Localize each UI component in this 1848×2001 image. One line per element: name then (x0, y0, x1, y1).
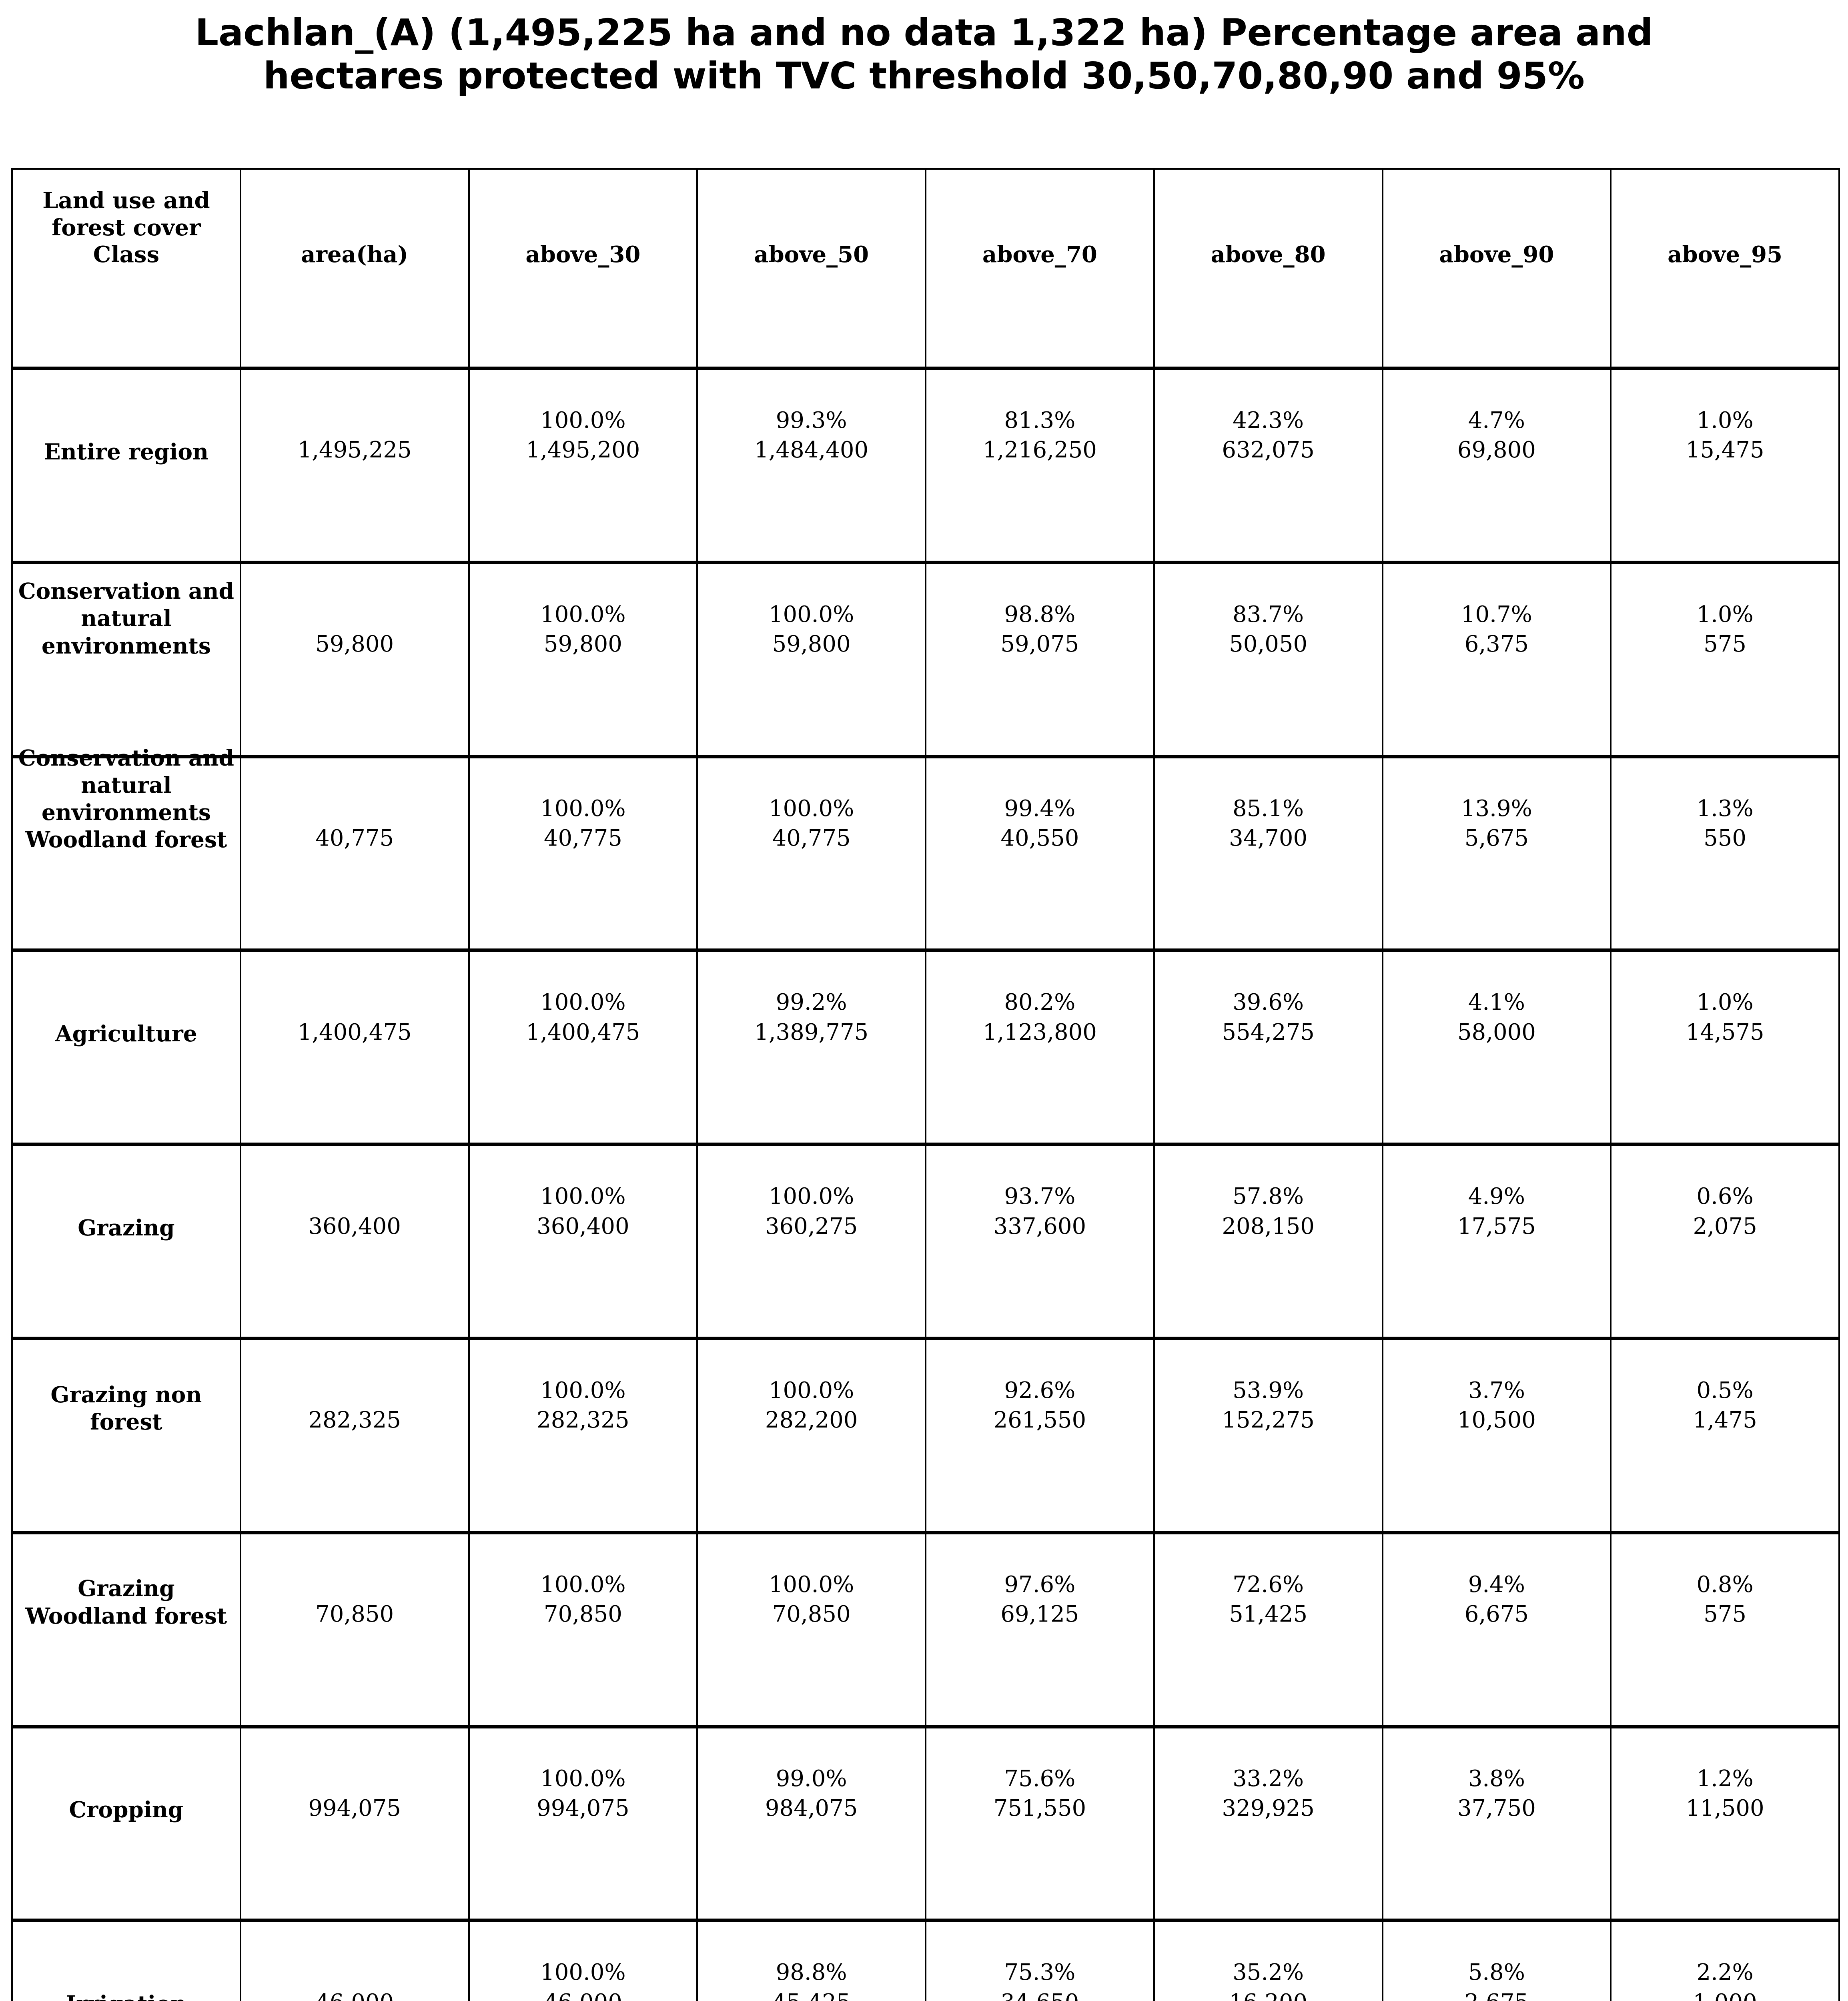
value-cell: 100.0% 1,400,475 (470, 952, 698, 1143)
value-cell: 10.7% 6,375 (1383, 564, 1612, 755)
value-cell: 3.8% 37,750 (1383, 1728, 1612, 1919)
area-cell: 1,400,475 (241, 952, 470, 1143)
area-cell: 40,775 (241, 758, 470, 949)
value-cell: 1.2% 11,500 (1686, 1765, 1764, 1822)
value-cell: 92.6% 261,550 (926, 1340, 1155, 1531)
value-cell: 85.1% 34,700 (1155, 758, 1383, 949)
header-cell: above_95 (1668, 241, 1783, 268)
value-cell: 100.0% 282,325 (470, 1340, 698, 1531)
value-cell: 100.0%46,000 (470, 1922, 698, 2001)
area-cell: 46,000 (241, 1922, 470, 2001)
page-title-line1: Lachlan_(A) (1,495,225 ha and no data 1,… (195, 11, 1653, 54)
value-cell: 97.6% 69,125 (926, 1534, 1155, 1725)
value-cell: 100.0% 70,850 (470, 1534, 698, 1725)
row-label-cell: Entire region (13, 370, 241, 561)
table-row: Conservation and natural environments Wo… (13, 745, 1838, 952)
value-cell: 99.0% 984,075 (698, 1728, 926, 1919)
header-cell: above_30 (470, 170, 698, 367)
value-cell: 1.0% 575 (1696, 601, 1754, 658)
header-cell: above_90 (1383, 170, 1612, 367)
value-cell: 1.0% 15,475 (1686, 407, 1764, 463)
value-cell: 100.0% 360,400 (470, 1146, 698, 1337)
table-row: Conservation and natural environments 59,… (13, 564, 1838, 758)
value-cell: 100.0% 360,275 (698, 1146, 926, 1337)
value-cell: 93.7% 337,600 (926, 1146, 1155, 1337)
value-cell: 81.3% 1,216,250 (926, 370, 1155, 561)
value-cell: 99.3% 1,484,400 (698, 370, 926, 561)
header-cell: Land use and forest cover Class (13, 170, 241, 367)
header-row: Land use and forest cover Class area(ha) a… (13, 170, 1838, 370)
value-cell: 4.7% 69,800 (1383, 370, 1612, 561)
value-cell: 98.8%45,425 (698, 1922, 926, 2001)
table-row: Entire region 1,495,225 100.0% 1,495,200 99.… (13, 370, 1838, 564)
row-label-cell: Grazing (13, 1146, 241, 1337)
row-label-cell: Grazing non forest (13, 1340, 241, 1531)
value-cell: 99.2% 1,389,775 (698, 952, 926, 1143)
value-cell: 75.3%34,650 (926, 1922, 1155, 2001)
value-cell: 1.3% 550 (1696, 795, 1754, 852)
value-cell: 35.2%16,200 (1155, 1922, 1383, 2001)
area-cell: 1,495,225 (241, 370, 470, 561)
value-cell: 5.8%2,675 (1383, 1922, 1612, 2001)
value-cell: 80.2% 1,123,800 (926, 952, 1155, 1143)
table-row: Agriculture 1,400,475 100.0% 1,400,475 99.2%… (13, 952, 1838, 1147)
row-label-cell: Agriculture (13, 952, 241, 1143)
value-cell: 2.2%1,000 (1693, 1959, 1757, 2001)
header-cell: above_50 (698, 170, 926, 367)
area-cell: 70,850 (241, 1534, 470, 1725)
value-cell: 13.9% 5,675 (1383, 758, 1612, 949)
value-cell: 100.0% 59,800 (698, 564, 926, 755)
value-cell: 72.6% 51,425 (1155, 1534, 1383, 1725)
value-cell: 33.2% 329,925 (1155, 1728, 1383, 1919)
value-cell: 53.9% 152,275 (1155, 1340, 1383, 1531)
value-cell: 100.0% 59,800 (470, 564, 698, 755)
row-label-cell: Cropping (13, 1728, 241, 1919)
value-cell: 0.8% 575 (1696, 1571, 1754, 1628)
value-cell: 1.0% 14,575 (1686, 989, 1764, 1045)
value-cell: 0.6% 2,075 (1693, 1183, 1757, 1239)
value-cell: 100.0% 1,495,200 (470, 370, 698, 561)
header-cell: above_70 (926, 170, 1155, 367)
value-cell: 4.9% 17,575 (1383, 1146, 1612, 1337)
value-cell: 42.3% 632,075 (1155, 370, 1383, 561)
value-cell: 100.0% 70,850 (698, 1534, 926, 1725)
value-cell: 4.1% 58,000 (1383, 952, 1612, 1143)
page-title-line2: hectares protected with TVC threshold 30… (263, 54, 1585, 97)
data-table: Land use and forest cover Class area(ha) a… (11, 168, 1840, 2001)
value-cell: 100.0% 282,200 (698, 1340, 926, 1531)
value-cell: 98.8% 59,075 (926, 564, 1155, 755)
area-cell: 282,325 (241, 1340, 470, 1531)
value-cell: 100.0% 994,075 (470, 1728, 698, 1919)
area-cell: 360,400 (241, 1146, 470, 1337)
area-cell: 59,800 (241, 564, 470, 755)
page-title: Lachlan_(A) (1,495,225 ha and no data 1,… (0, 11, 1848, 97)
row-label-cell: Conservation and natural environments Wo… (13, 745, 241, 949)
header-cell: above_80 (1155, 170, 1383, 367)
value-cell: 39.6% 554,275 (1155, 952, 1383, 1143)
value-cell: 0.5% 1,475 (1693, 1377, 1757, 1434)
table-row: Irrigation46,000100.0%46,00098.8%45,4257… (13, 1922, 1838, 2001)
value-cell: 3.7% 10,500 (1383, 1340, 1612, 1531)
row-label-cell: Conservation and natural environments (13, 564, 241, 755)
value-cell: 57.8% 208,150 (1155, 1146, 1383, 1337)
table-row: Cropping 994,075 100.0% 994,075 99.0% 984,075… (13, 1728, 1838, 1923)
value-cell: 9.4% 6,675 (1383, 1534, 1612, 1725)
header-cell: area(ha) (241, 170, 470, 367)
value-cell: 100.0% 40,775 (698, 758, 926, 949)
value-cell: 99.4% 40,550 (926, 758, 1155, 949)
table-row: Grazing non forest 282,325 100.0% 282,325 10… (13, 1340, 1838, 1534)
value-cell: 75.6% 751,550 (926, 1728, 1155, 1919)
table-row: Grazing 360,400 100.0% 360,400 100.0% 360,275… (13, 1146, 1838, 1340)
row-label-cell: Grazing Woodland forest (13, 1534, 241, 1725)
row-label-cell: Irrigation (13, 1922, 241, 2001)
value-cell: 100.0% 40,775 (470, 758, 698, 949)
table-row: Grazing Woodland forest 70,850 100.0% 70,85… (13, 1534, 1838, 1728)
area-cell: 994,075 (241, 1728, 470, 1919)
value-cell: 83.7% 50,050 (1155, 564, 1383, 755)
